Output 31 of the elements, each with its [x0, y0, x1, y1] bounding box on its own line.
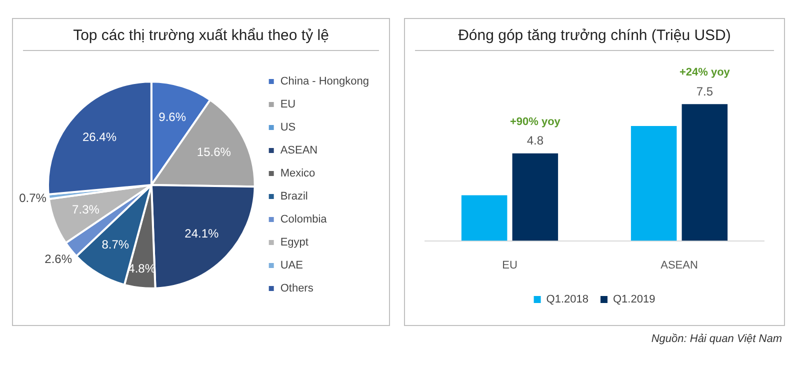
- legend-label: ASEAN: [280, 144, 318, 157]
- legend-label: Q1.2018: [546, 294, 588, 306]
- legend-label: China - Hongkong: [280, 76, 370, 88]
- legend-label: UAE: [280, 260, 303, 272]
- bar: [682, 104, 728, 241]
- data-label: 9.6%: [158, 110, 186, 124]
- data-label: 4.8: [526, 134, 544, 148]
- data-label: 7.3%: [72, 202, 100, 216]
- data-label: 26.4%: [82, 130, 117, 144]
- bar: [512, 153, 558, 241]
- bar: [630, 126, 677, 241]
- data-label: 7.5: [696, 84, 714, 98]
- annotation: +24% yoy: [679, 66, 731, 79]
- legend-label: Q1.2019: [613, 294, 656, 306]
- data-label: 2.6%: [44, 252, 72, 266]
- data-label: 8.7%: [102, 238, 130, 252]
- legend-label: Colombia: [280, 214, 328, 226]
- chart-title: Top các thị trường xuất khẩu theo tỷ lệ: [23, 19, 379, 51]
- legend-label: Egypt: [280, 236, 308, 249]
- data-label: 15.6%: [196, 145, 232, 160]
- bar: [461, 195, 508, 241]
- legend-label: Others: [280, 282, 314, 295]
- chart-title: Đóng góp tăng trưởng chính (Triệu USD): [415, 19, 774, 51]
- data-label: 24.1%: [184, 226, 220, 240]
- annotation: +90% yoy: [510, 116, 562, 128]
- data-label: 0.7%: [19, 190, 47, 205]
- legend-label: US: [280, 122, 296, 134]
- legend-label: Brazil: [280, 190, 308, 203]
- text: Nguồn: Hải quan Việt Nam: [651, 333, 782, 345]
- legend-label: Mexico: [280, 168, 316, 180]
- legend-label: EU: [280, 98, 296, 111]
